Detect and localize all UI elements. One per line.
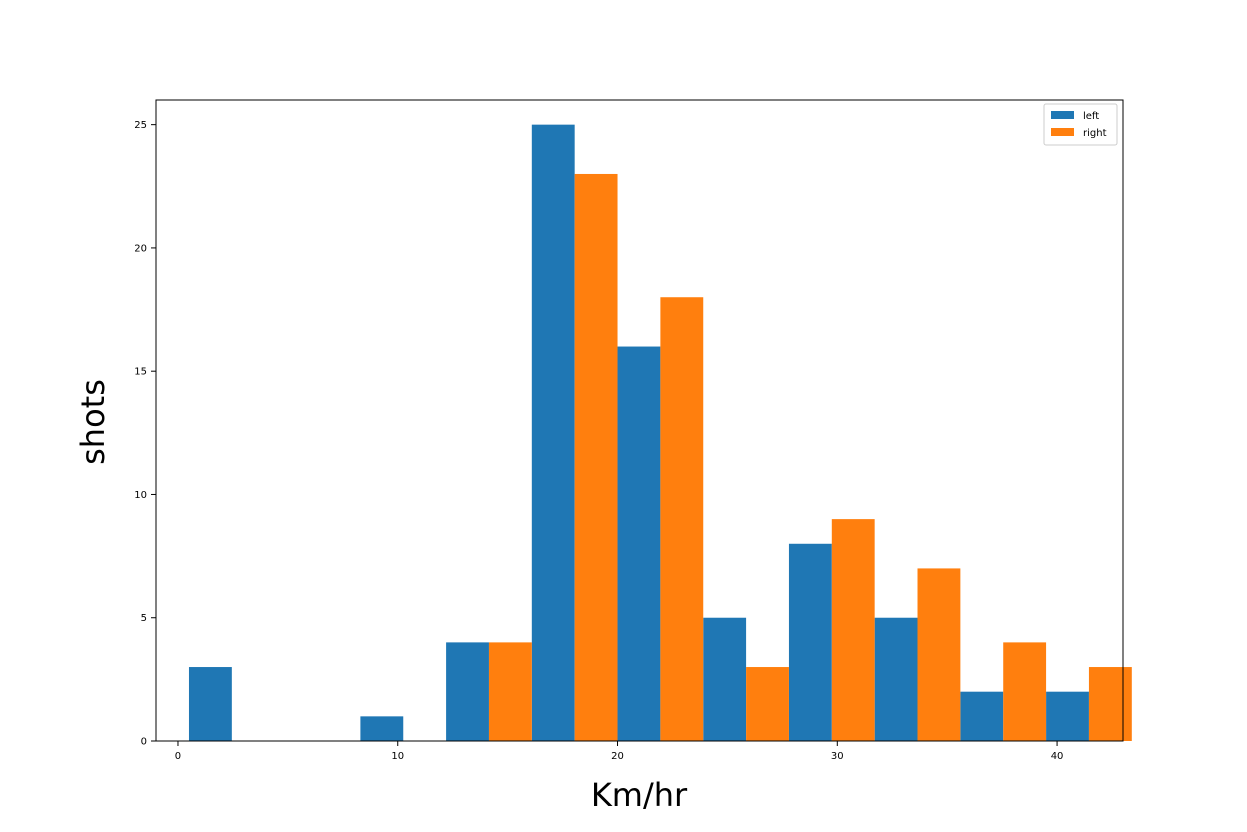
plot-frame xyxy=(155,99,1124,742)
bar-left-10 xyxy=(1046,691,1089,741)
y-tick-label: 0 xyxy=(141,737,147,748)
bar-right-7 xyxy=(831,519,875,741)
y-tick-label: 10 xyxy=(134,490,147,501)
bar-right-8 xyxy=(917,568,961,741)
bar-left-2 xyxy=(360,716,404,741)
y-tick-label: 5 xyxy=(141,613,147,624)
x-tick-label: 10 xyxy=(391,751,404,762)
y-tick-label: 15 xyxy=(134,367,147,378)
bar-left-4 xyxy=(531,124,575,741)
x-tick-label: 0 xyxy=(175,751,181,762)
bar-left-8 xyxy=(874,617,918,741)
x-axis: 0 10 20 30 40 xyxy=(175,741,1064,762)
x-tick-label: 40 xyxy=(1051,751,1064,762)
bar-right-3 xyxy=(488,642,532,741)
bar-left-9 xyxy=(960,691,1004,741)
legend: left right xyxy=(1043,103,1118,146)
y-axis: 0 5 10 15 20 25 xyxy=(134,120,156,748)
bar-left-7 xyxy=(788,543,832,741)
y-tick-label: 25 xyxy=(134,120,147,131)
x-axis-title: Km/hr xyxy=(591,776,688,814)
bar-right-6 xyxy=(746,667,789,741)
y-axis-title: shots xyxy=(74,379,112,465)
x-tick-label: 20 xyxy=(611,751,624,762)
bar-right-4 xyxy=(574,173,618,741)
legend-swatch-right xyxy=(1051,128,1074,136)
legend-swatch-left xyxy=(1051,111,1074,119)
bar-right-10 xyxy=(1088,667,1132,741)
bar-left-0 xyxy=(188,667,232,741)
bar-right-9 xyxy=(1003,642,1047,741)
bar-left-6 xyxy=(703,617,747,741)
legend-label-right: right xyxy=(1083,128,1107,139)
bars-group xyxy=(188,124,1132,741)
x-tick-label: 30 xyxy=(831,751,844,762)
legend-label-left: left xyxy=(1083,111,1099,122)
y-tick-label: 20 xyxy=(134,243,147,254)
bar-left-5 xyxy=(617,346,661,741)
bar-right-5 xyxy=(660,297,704,741)
bar-left-3 xyxy=(446,642,489,741)
